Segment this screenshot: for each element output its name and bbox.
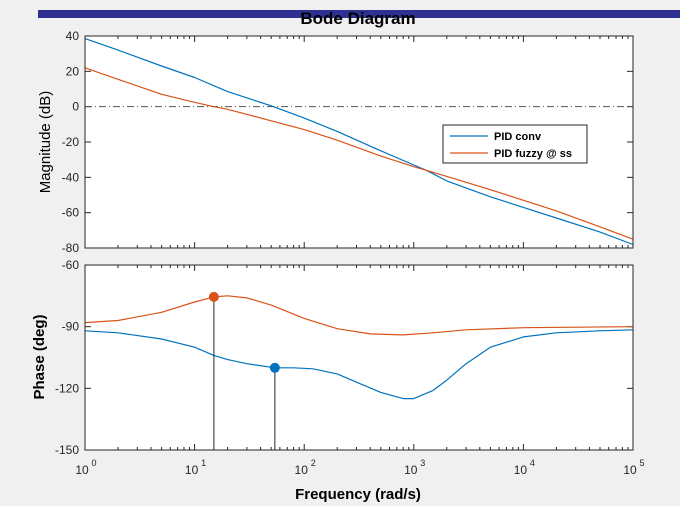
magnitude-y-axis-label: Magnitude (dB)	[37, 91, 54, 194]
phase-marker-pid-fuzzy-ss[interactable]	[208, 291, 219, 302]
magnitude-y-tick-label: 20	[66, 64, 80, 78]
magnitude-y-tick-label: -40	[62, 170, 80, 184]
magnitude-y-tick-label: -60	[62, 206, 80, 220]
phase-axes-box	[84, 264, 634, 451]
phase-y-tick-label: -60	[62, 258, 80, 272]
x-tick-labels: 10 0 10 1 10 2 10 3 10 4 10 5	[75, 458, 644, 477]
x-axis-label: Frequency (rad/s)	[295, 486, 421, 503]
x-tick-label-exponent: 3	[420, 458, 425, 468]
magnitude-y-tick-label: -20	[62, 135, 80, 149]
magnitude-y-tick-label: 0	[72, 100, 79, 114]
phase-panel: -60-90-120-150 Phase (deg) 10 0 10 1 10 2 10 3 1…	[31, 258, 645, 503]
x-tick-label-exponent: 1	[201, 458, 206, 468]
phase-y-tick-label: -150	[55, 443, 79, 457]
x-tick-label-exponent: 5	[639, 458, 644, 468]
phase-y-axis-label: Phase (deg)	[31, 314, 48, 399]
phase-line-pid-fuzzy-ss	[84, 295, 634, 336]
magnitude-line-pid-fuzzy-ss	[84, 67, 634, 240]
magnitude-panel: 40 20 0 -20 -40 -60 -80 Magnitude (dB) PID con…	[37, 29, 634, 255]
magnitude-lines	[84, 38, 634, 246]
legend-entry-pid-fuzzy: PID fuzzy @ ss	[494, 148, 572, 160]
x-tick-label: 10	[514, 463, 528, 477]
x-tick-label-exponent: 0	[91, 458, 96, 468]
x-tick-label: 10	[295, 463, 309, 477]
x-tick-label-exponent: 4	[530, 458, 535, 468]
legend-entry-pid-conv: PID conv	[494, 131, 542, 143]
x-tick-label-exponent: 2	[311, 458, 316, 468]
magnitude-y-tick-label: 40	[66, 29, 80, 43]
x-tick-label: 10	[623, 463, 637, 477]
phase-y-tick-label: -90	[62, 320, 80, 334]
legend-box	[442, 124, 588, 164]
magnitude-axes-box	[84, 35, 634, 249]
x-tick-label: 10	[185, 463, 199, 477]
magnitude-y-tick-label: -80	[62, 241, 80, 255]
chart-title: Bode Diagram	[300, 9, 415, 28]
magnitude-line-pid-conv	[84, 38, 634, 246]
phase-y-tick-label: -120	[55, 381, 79, 395]
magnitude-ticks: 40 20 0 -20 -40 -60 -80	[62, 29, 633, 255]
legend: PID conv PID fuzzy @ ss	[442, 124, 588, 164]
x-tick-label: 10	[75, 463, 89, 477]
x-tick-label: 10	[404, 463, 418, 477]
phase-lines	[84, 291, 634, 450]
title-bar-stripe	[38, 10, 680, 18]
phase-marker-pid-conv[interactable]	[269, 362, 280, 373]
phase-line-pid-conv	[84, 329, 634, 400]
phase-axes-background	[85, 265, 633, 450]
